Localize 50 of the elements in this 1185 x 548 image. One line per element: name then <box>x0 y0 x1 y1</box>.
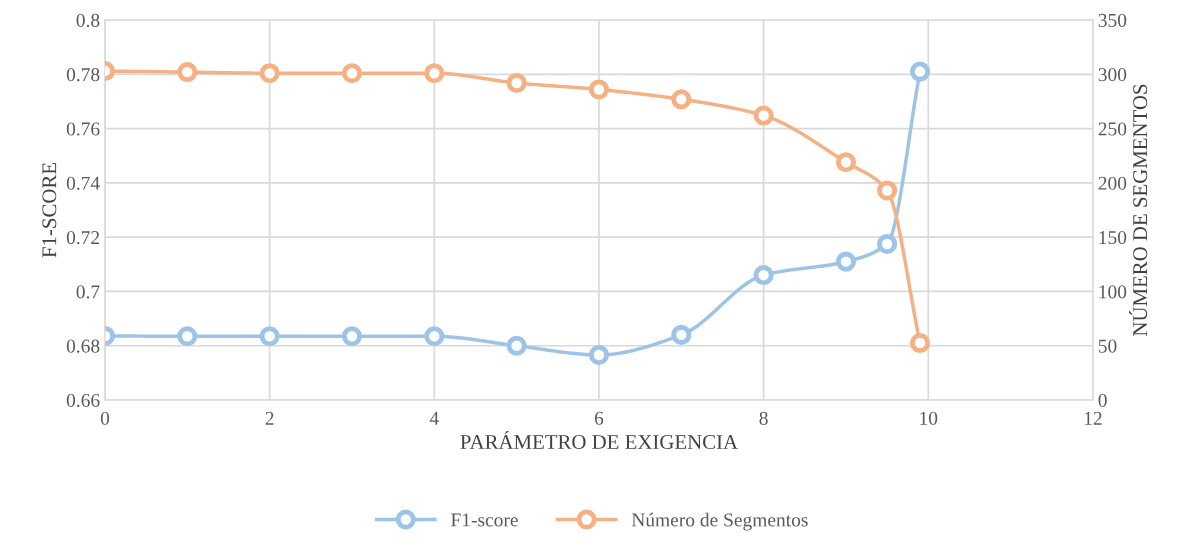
point <box>835 152 857 173</box>
point <box>424 326 445 347</box>
x-tick-label: 2 <box>265 411 274 425</box>
y2-tick-label: 200 <box>1098 176 1127 190</box>
point <box>877 180 898 201</box>
y2-tick-label: 0 <box>1098 393 1107 407</box>
point <box>177 62 198 83</box>
y2-tick-label: 300 <box>1098 68 1127 82</box>
point <box>588 79 610 100</box>
y-tick-label: 0.76 <box>66 122 100 136</box>
point <box>588 344 610 366</box>
y-tick-label: 0.74 <box>66 176 100 190</box>
y-tick-label: 0.72 <box>66 230 100 245</box>
point <box>177 326 198 347</box>
point <box>259 326 280 347</box>
point <box>506 72 527 94</box>
point <box>753 265 774 286</box>
x-tick-label: 12 <box>1084 411 1102 425</box>
point <box>909 332 931 354</box>
point <box>259 63 280 84</box>
point <box>877 233 898 255</box>
y2-tick-label: 150 <box>1099 230 1127 245</box>
point <box>671 324 692 345</box>
point <box>506 335 527 356</box>
x-tick-label: 0 <box>100 411 110 425</box>
y2-axis-title: NÚMERO DE SEGMENTOS <box>1129 84 1148 336</box>
y-axis-title: F1-SCORE <box>42 163 57 258</box>
x-tick-label: 6 <box>594 411 604 425</box>
x-axis-title: PARÁMETRO DE EXIGENCIA <box>460 430 738 449</box>
point <box>753 105 774 126</box>
point <box>909 61 931 82</box>
x-tick-label: 8 <box>759 411 768 425</box>
y-tick-label: 0.7 <box>76 285 100 299</box>
legend-label: Número de Segmentos <box>631 512 808 531</box>
y-tick-label: 0.68 <box>66 339 100 353</box>
y2-tick-label: 100 <box>1099 285 1127 299</box>
point <box>424 63 445 84</box>
y2-tick-label: 50 <box>1098 339 1117 353</box>
point <box>835 251 857 272</box>
point <box>671 89 692 110</box>
y-tick-label: 0.78 <box>66 68 100 82</box>
y-tick-label: 0.8 <box>76 13 100 28</box>
point <box>341 63 363 84</box>
point <box>341 326 363 347</box>
x-tick-label: 10 <box>920 411 938 425</box>
y2-tick-label: 350 <box>1098 13 1127 27</box>
y-tick-label: 0.66 <box>66 393 100 408</box>
y2-tick-label: 250 <box>1098 122 1127 136</box>
legend-label: F1-score <box>451 513 518 527</box>
x-tick-label: 4 <box>429 411 439 425</box>
